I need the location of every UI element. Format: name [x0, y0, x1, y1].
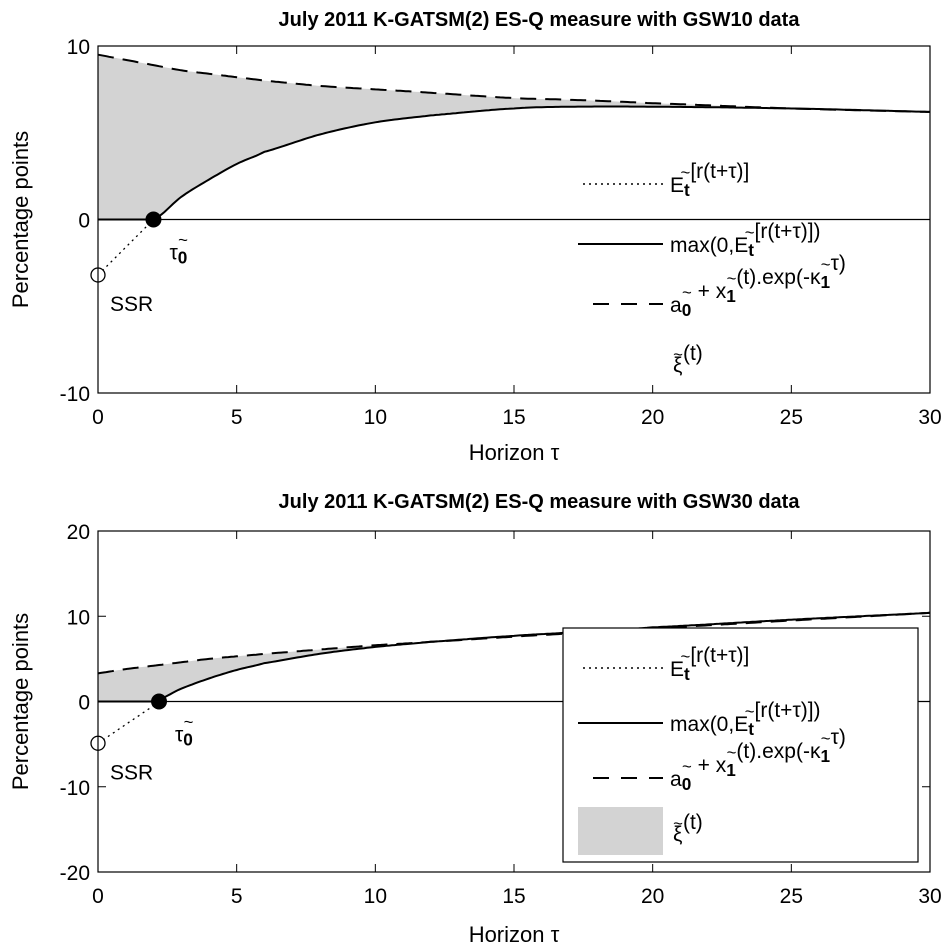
- legend-label: Et~[r(t+τ)]: [670, 160, 749, 200]
- x-tick-label: 10: [364, 885, 387, 908]
- series-dotted-line: [97, 219, 154, 276]
- x-axis-label: Horizon τ: [469, 922, 560, 947]
- legend-label: Et~[r(t+τ)]: [670, 644, 749, 684]
- legend-label: max(0,Et~[r(t+τ)]): [670, 699, 821, 739]
- legend: Et~[r(t+τ)] max(0,Et~[r(t+τ)])a0~ + x1~(t…: [578, 160, 846, 377]
- shaded-area-xi: [98, 54, 930, 220]
- annotation-tau0: τ0~: [175, 713, 194, 750]
- x-tick-label: 25: [780, 885, 803, 908]
- shaded-area-xi: [98, 612, 930, 702]
- y-axis-label: Percentage points: [8, 131, 33, 308]
- legend-label: a0~ + x1~(t).exp(-κ1~τ): [670, 252, 846, 320]
- chart-panel-2: τ0~ SSR 0 5 10 15 20 25 30 -20 -10 0 10 20 July 2011 K…: [8, 491, 942, 947]
- legend: Et~[r(t+τ)] max(0,Et~[r(t+τ)])a0~ + x1~(t…: [562, 627, 919, 863]
- legend-label: max(0,Et~[r(t+τ)]): [670, 220, 821, 260]
- x-tick-label: 15: [502, 885, 525, 908]
- tau0-marker: [145, 211, 162, 228]
- y-tick-label: 0: [78, 692, 90, 715]
- annotation-tau0: τ0~: [169, 231, 188, 268]
- y-tick-label: -20: [60, 862, 90, 885]
- x-tick-label: 30: [918, 406, 941, 429]
- y-tick-label: 10: [67, 36, 90, 59]
- x-tick-label: 30: [918, 885, 941, 908]
- legend-label: ξ~(t): [673, 811, 703, 846]
- tau0-marker: [151, 693, 168, 710]
- y-tick-label: 20: [67, 521, 90, 544]
- series-solid-line: [98, 611, 931, 703]
- legend-label: a0~ + x1~(t).exp(-κ1~τ): [670, 726, 846, 794]
- chart-title: July 2011 K-GATSM(2) ES-Q measure with G…: [279, 491, 801, 513]
- series-dashed-line: [97, 53, 930, 113]
- series-solid-line: [98, 105, 930, 221]
- x-tick-label: 15: [502, 406, 525, 429]
- x-tick-label: 5: [231, 885, 243, 908]
- x-tick-label: 5: [231, 406, 243, 429]
- series-dotted-line: [97, 701, 160, 744]
- x-tick-label: 25: [780, 406, 803, 429]
- x-tick-label: 10: [364, 406, 387, 429]
- chart-title: July 2011 K-GATSM(2) ES-Q measure with G…: [279, 9, 801, 31]
- annotation-ssr: SSR: [110, 761, 153, 784]
- y-axis-label: Percentage points: [8, 613, 33, 790]
- legend-label: ξ~(t): [673, 342, 703, 377]
- series-dashed-line: [97, 611, 931, 675]
- x-tick-label: 20: [641, 885, 664, 908]
- x-tick-label: 0: [92, 406, 104, 429]
- legend-swatch-shaded: [578, 807, 663, 855]
- y-tick-label: 0: [78, 210, 90, 233]
- x-tick-label: 20: [641, 406, 664, 429]
- y-tick-label: -10: [60, 777, 90, 800]
- x-tick-label: 0: [92, 885, 104, 908]
- y-tick-label: -10: [60, 383, 90, 406]
- y-tick-label: 10: [67, 606, 90, 629]
- annotation-ssr: SSR: [110, 293, 153, 316]
- x-axis-label: Horizon τ: [469, 440, 560, 465]
